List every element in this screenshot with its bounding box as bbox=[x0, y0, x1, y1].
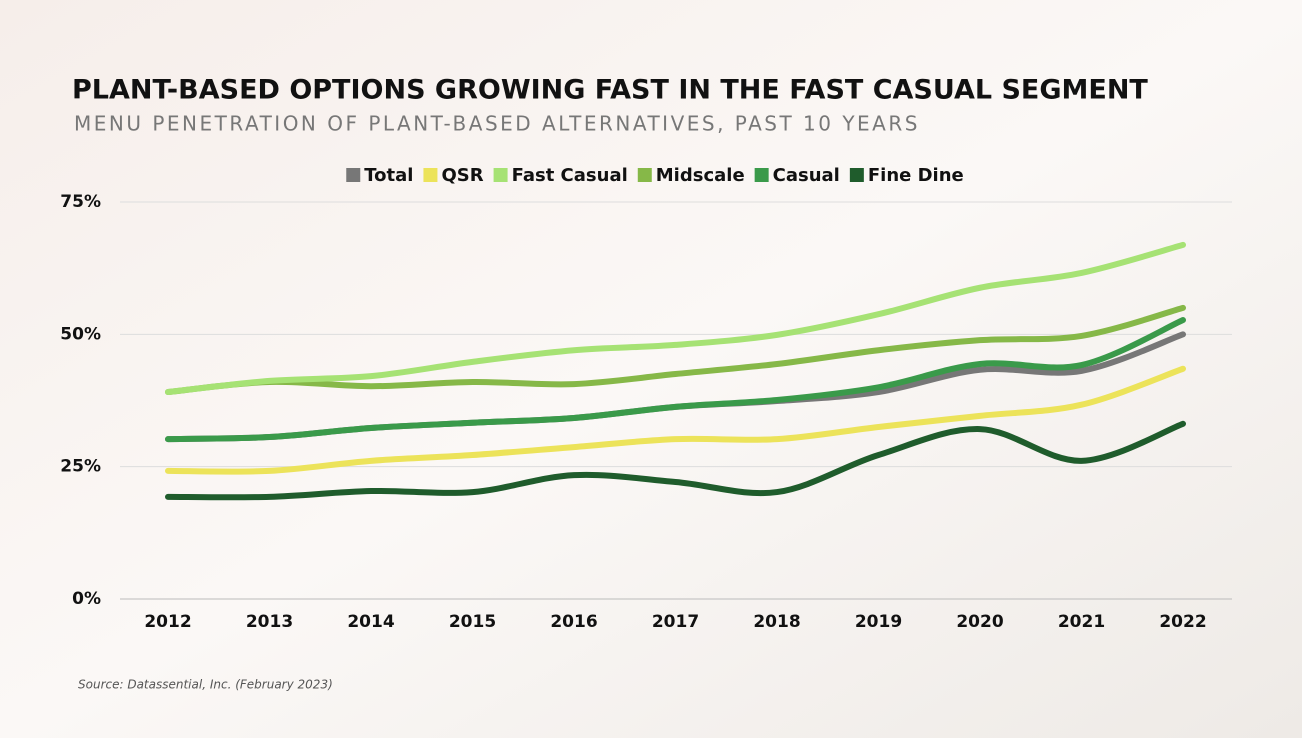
x-tick-label: 2017 bbox=[652, 612, 699, 632]
series-line bbox=[165, 241, 1186, 396]
x-tick-label: 2015 bbox=[449, 612, 496, 632]
x-tick-label: 2018 bbox=[753, 612, 800, 632]
legend-label: Fast Casual bbox=[512, 165, 628, 186]
legend-label: Total bbox=[364, 165, 413, 186]
legend-swatch bbox=[346, 168, 361, 182]
legend-label: Fine Dine bbox=[868, 165, 964, 186]
chart-subtitle: MENU PENETRATION OF PLANT-BASED ALTERNAT… bbox=[74, 112, 920, 136]
y-tick-label: 25% bbox=[60, 457, 101, 477]
x-tick-label: 2014 bbox=[347, 612, 394, 632]
x-tick-label: 2021 bbox=[1058, 612, 1105, 632]
series-line bbox=[165, 365, 1186, 475]
x-tick-label: 2016 bbox=[550, 612, 597, 632]
x-tick-label: 2019 bbox=[855, 612, 902, 632]
legend: Total QSR Fast Casual Midscale Casual Fine Di… bbox=[346, 165, 964, 186]
y-tick-label: 50% bbox=[60, 324, 101, 344]
x-tick-label: 2022 bbox=[1159, 612, 1206, 632]
legend-swatch bbox=[637, 168, 652, 182]
y-tick-label: 75% bbox=[60, 192, 101, 212]
x-tick-label: 2020 bbox=[956, 612, 1003, 632]
legend-swatch bbox=[423, 168, 438, 182]
x-tick-label: 2012 bbox=[144, 612, 191, 632]
legend-swatch bbox=[849, 168, 864, 182]
legend-swatch bbox=[493, 168, 508, 182]
series-line bbox=[165, 317, 1186, 443]
chart-title: PLANT-BASED OPTIONS GROWING FAST IN THE … bbox=[72, 75, 1148, 106]
legend-swatch bbox=[754, 168, 769, 182]
legend-label: Casual bbox=[773, 165, 840, 186]
y-tick-label: 0% bbox=[72, 589, 101, 609]
series-line bbox=[165, 304, 1186, 396]
legend-label: QSR bbox=[441, 165, 483, 186]
legend-label: Midscale bbox=[656, 165, 745, 186]
series-line bbox=[165, 420, 1186, 501]
x-tick-label: 2013 bbox=[246, 612, 293, 632]
source-note: Source: Datassential, Inc. (February 202… bbox=[78, 678, 333, 692]
